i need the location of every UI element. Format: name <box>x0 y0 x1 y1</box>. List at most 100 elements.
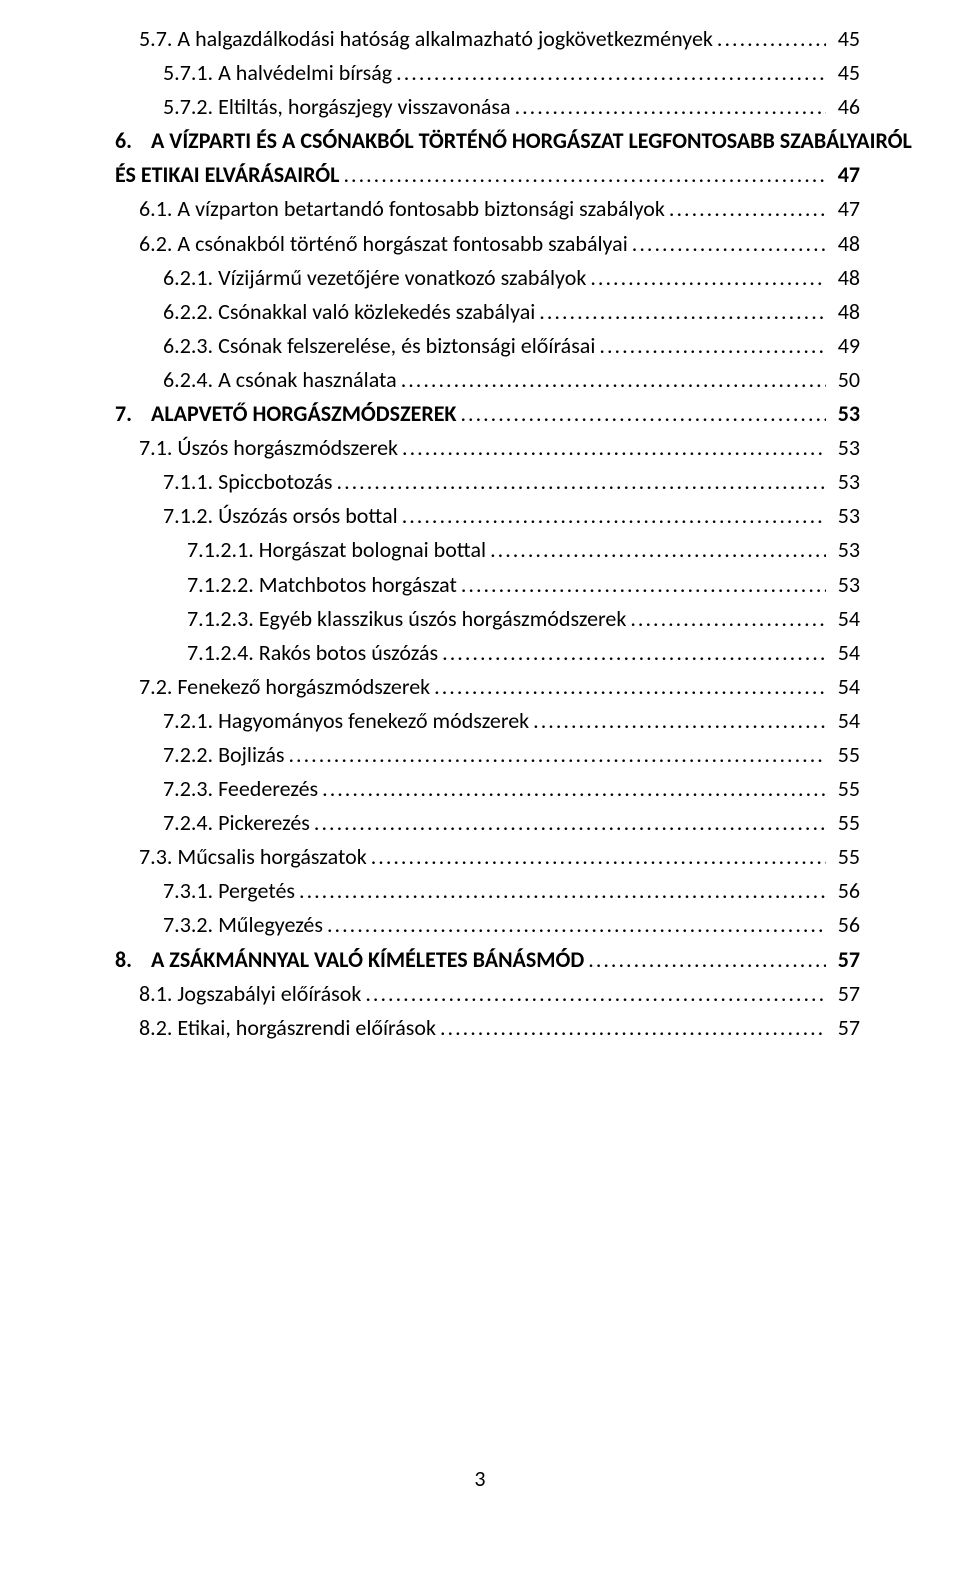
toc-entry[interactable]: 6.2.1. Vízijármű vezetőjére vonatkozó sz… <box>115 261 860 295</box>
page-number: 3 <box>0 1465 960 1492</box>
toc-leader <box>333 465 826 499</box>
toc-entry[interactable]: 7.2.1. Hagyományos fenekező módszerek 54 <box>115 704 860 738</box>
toc-label: 5.7.1. A halvédelmi bírság <box>163 56 392 90</box>
toc-entry[interactable]: 7.3. Műcsalis horgászatok55 <box>115 840 860 874</box>
toc-page: 57 <box>826 977 860 1011</box>
toc-page: 48 <box>826 295 860 329</box>
toc-label: 7.1.2.2. Matchbotos horgászat <box>187 568 457 602</box>
toc-page: 54 <box>826 704 860 738</box>
toc-entry[interactable]: 7.1. Úszós horgászmódszerek 53 <box>115 431 860 465</box>
toc-label: 7.2.1. Hagyományos fenekező módszerek <box>163 704 529 738</box>
toc-entry[interactable]: 6.A VÍZPARTI ÉS A CSÓNAKBÓL TÖRTÉNŐ HORG… <box>115 124 860 158</box>
toc-entry[interactable]: 7.1.2. Úszózás orsós bottal 53 <box>115 499 860 533</box>
toc-page: 53 <box>826 397 860 431</box>
toc-leader <box>430 670 826 704</box>
toc-leader <box>586 261 826 295</box>
toc-page: 56 <box>826 908 860 942</box>
toc-leader <box>626 602 826 636</box>
toc-label: 7.1.2.4. Rakós botos úszózás <box>187 636 438 670</box>
toc-leader <box>361 977 826 1011</box>
toc-label: 7.2.4. Pickerezés <box>163 806 310 840</box>
toc-entry[interactable]: 7.ALAPVETŐ HORGÁSZMÓDSZEREK 53 <box>115 397 860 431</box>
toc-page: 45 <box>826 56 860 90</box>
toc-leader <box>436 1011 826 1045</box>
toc-leader <box>713 22 826 56</box>
toc-label: 6.2.3. Csónak felszerelése, és biztonság… <box>163 329 595 363</box>
toc-page: 55 <box>826 772 860 806</box>
toc-label: 6.A VÍZPARTI ÉS A CSÓNAKBÓL TÖRTÉNŐ HORG… <box>115 124 912 158</box>
toc-page: 45 <box>826 22 860 56</box>
toc-label: 7.1.2. Úszózás orsós bottal <box>163 499 398 533</box>
toc-entry[interactable]: 7.3.2. Műlegyezés56 <box>115 908 860 942</box>
toc-leader <box>323 908 826 942</box>
toc-page: 53 <box>826 499 860 533</box>
toc-page: 57 <box>826 1011 860 1045</box>
toc-page: 57 <box>826 943 860 977</box>
toc-entry[interactable]: 5.7.2. Eltiltás, horgászjegy visszavonás… <box>115 90 860 124</box>
toc-label: 8.2. Etikai, horgászrendi előírások <box>139 1011 436 1045</box>
toc-label: 7.ALAPVETŐ HORGÁSZMÓDSZEREK <box>115 397 456 431</box>
toc-page: 48 <box>826 261 860 295</box>
toc-entry[interactable]: 6.1. A vízparton betartandó fontosabb bi… <box>115 192 860 226</box>
toc-label: 7.2.2. Bojlizás <box>163 738 284 772</box>
toc-entry[interactable]: 7.2. Fenekező horgászmódszerek 54 <box>115 670 860 704</box>
toc-page: 53 <box>826 533 860 567</box>
toc-label: 8.1. Jogszabályi előírások <box>139 977 361 1011</box>
toc-label: 8.A ZSÁKMÁNNYAL VALÓ KÍMÉLETES BÁNÁSMÓD <box>115 943 584 977</box>
toc-label: 7.1.1. Spiccbotozás <box>163 465 333 499</box>
toc-entry[interactable]: 8.2. Etikai, horgászrendi előírások 57 <box>115 1011 860 1045</box>
toc-label: 6.2.4. A csónak használata <box>163 363 397 397</box>
toc-entry[interactable]: 7.2.4. Pickerezés 55 <box>115 806 860 840</box>
toc-entry[interactable]: 6.2.4. A csónak használata50 <box>115 363 860 397</box>
toc-entry[interactable]: 7.1.2.4. Rakós botos úszózás54 <box>115 636 860 670</box>
toc-page: 48 <box>826 227 860 261</box>
toc-page: 53 <box>826 465 860 499</box>
toc-page: 53 <box>826 568 860 602</box>
toc-leader <box>339 158 826 192</box>
toc-label: 5.7. A halgazdálkodási hatóság alkalmazh… <box>139 22 713 56</box>
toc-label: 7.2. Fenekező horgászmódszerek <box>139 670 430 704</box>
toc-leader <box>398 431 826 465</box>
toc-label: ÉS ETIKAI ELVÁRÁSAIRÓL <box>115 158 339 192</box>
toc-page: 46 <box>826 90 860 124</box>
toc-label: 6.2.2. Csónakkal való közlekedés szabály… <box>163 295 535 329</box>
toc-leader <box>284 738 826 772</box>
toc-leader <box>511 90 826 124</box>
toc-entry[interactable]: 6.2. A csónakból történő horgászat fonto… <box>115 227 860 261</box>
toc-label: 7.1.2.1. Horgászat bolognai bottal <box>187 533 486 567</box>
toc-entry-continuation[interactable]: ÉS ETIKAI ELVÁRÁSAIRÓL47 <box>115 158 860 192</box>
toc-leader <box>398 499 826 533</box>
page-container: 5.7. A halgazdálkodási hatóság alkalmazh… <box>0 0 960 1586</box>
toc-page: 53 <box>826 431 860 465</box>
toc-leader <box>457 568 826 602</box>
toc-leader <box>318 772 826 806</box>
toc-leader <box>486 533 826 567</box>
toc-entry[interactable]: 7.1.2.3. Egyéb klasszikus úszós horgászm… <box>115 602 860 636</box>
toc-page: 55 <box>826 738 860 772</box>
toc-entry[interactable]: 5.7. A halgazdálkodási hatóság alkalmazh… <box>115 22 860 56</box>
toc-leader <box>295 874 826 908</box>
toc-leader <box>310 806 826 840</box>
toc-entry[interactable]: 8.A ZSÁKMÁNNYAL VALÓ KÍMÉLETES BÁNÁSMÓD 5… <box>115 943 860 977</box>
toc-page: 55 <box>826 840 860 874</box>
toc-entry[interactable]: 7.1.1. Spiccbotozás 53 <box>115 465 860 499</box>
toc-label: 6.2. A csónakból történő horgászat fonto… <box>139 227 628 261</box>
toc-entry[interactable]: 7.1.2.2. Matchbotos horgászat 53 <box>115 568 860 602</box>
toc-entry[interactable]: 7.2.2. Bojlizás 55 <box>115 738 860 772</box>
toc-label: 7.1.2.3. Egyéb klasszikus úszós horgászm… <box>187 602 626 636</box>
toc-entry[interactable]: 8.1. Jogszabályi előírások 57 <box>115 977 860 1011</box>
toc-leader <box>392 56 826 90</box>
toc-entry[interactable]: 6.2.2. Csónakkal való közlekedés szabály… <box>115 295 860 329</box>
toc-label: 7.1. Úszós horgászmódszerek <box>139 431 398 465</box>
toc-leader <box>665 192 826 226</box>
toc-entry[interactable]: 6.2.3. Csónak felszerelése, és biztonság… <box>115 329 860 363</box>
toc-page: 54 <box>826 670 860 704</box>
toc-entry[interactable]: 5.7.1. A halvédelmi bírság 45 <box>115 56 860 90</box>
toc-leader <box>456 397 826 431</box>
toc-page: 55 <box>826 806 860 840</box>
table-of-contents: 5.7. A halgazdálkodási hatóság alkalmazh… <box>115 22 860 1045</box>
toc-entry[interactable]: 7.1.2.1. Horgászat bolognai bottal 53 <box>115 533 860 567</box>
toc-entry[interactable]: 7.2.3. Feederezés55 <box>115 772 860 806</box>
toc-page: 49 <box>826 329 860 363</box>
toc-entry[interactable]: 7.3.1. Pergetés56 <box>115 874 860 908</box>
